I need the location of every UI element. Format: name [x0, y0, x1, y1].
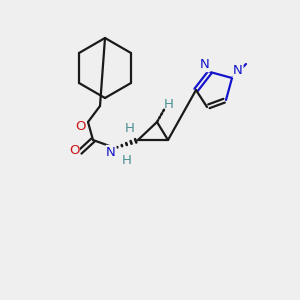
Text: H: H [164, 98, 174, 110]
Text: N: N [200, 58, 210, 71]
Text: H: H [125, 122, 135, 134]
Text: N: N [106, 146, 116, 158]
Text: H: H [122, 154, 132, 166]
Text: N: N [233, 64, 243, 77]
Text: O: O [76, 119, 86, 133]
Text: O: O [69, 143, 79, 157]
